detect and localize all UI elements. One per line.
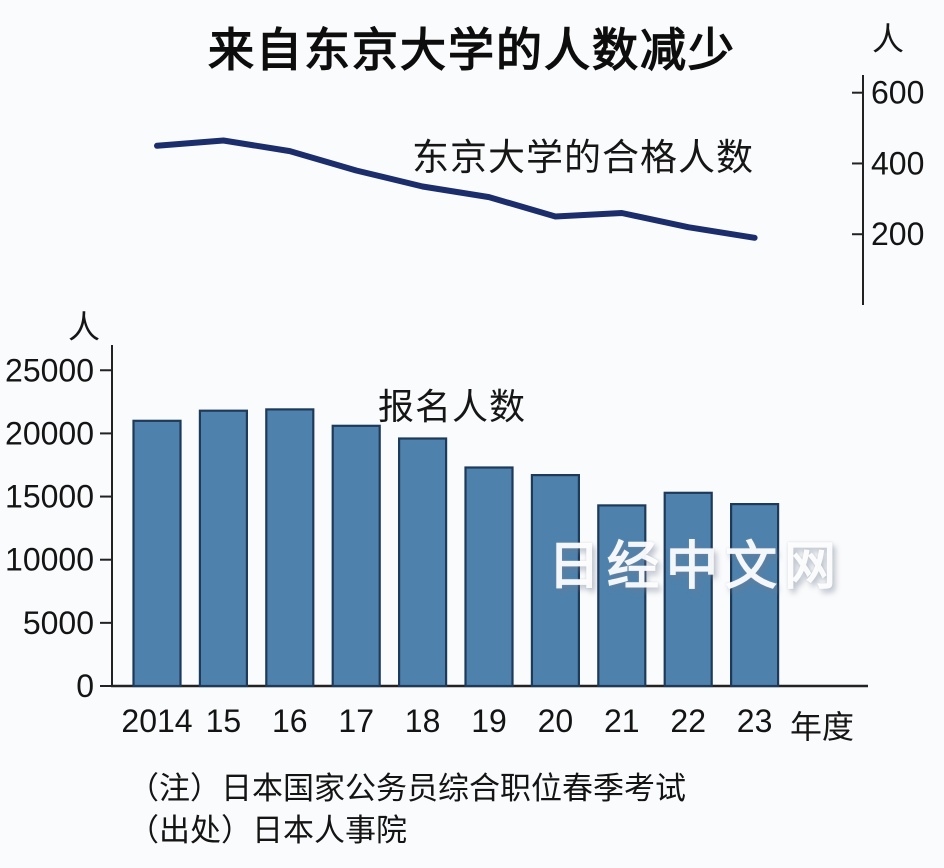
- line-series: [154, 137, 758, 241]
- left-axis-unit-label: 人: [68, 309, 101, 345]
- x-tick-label-2014: 2014: [121, 703, 192, 739]
- bar-23: [729, 503, 780, 688]
- x-tick-label-15: 15: [206, 703, 242, 739]
- bar-15: [198, 409, 248, 688]
- right-axis-tick-label-600: 600: [871, 75, 924, 111]
- footnote-note: （注）日本国家公务员综合职位春季考试: [128, 771, 686, 806]
- bar-2014: [132, 419, 182, 688]
- right-axis-unit-label: 人: [872, 21, 905, 57]
- left-axis-tick-label-15000: 15000: [5, 479, 94, 515]
- left-axis-tick-label-10000: 10000: [5, 542, 94, 578]
- bar-22: [663, 491, 713, 688]
- x-tick-label-22: 22: [670, 703, 706, 739]
- x-tick-label-17: 17: [338, 703, 374, 739]
- x-tick-label-16: 16: [272, 703, 308, 739]
- watermark: 日经中文网: [548, 538, 844, 596]
- x-tick-label-18: 18: [405, 703, 441, 739]
- x-axis-unit-label: 年度: [790, 709, 855, 745]
- bar-16: [265, 408, 315, 688]
- right-axis-tick-label-400: 400: [871, 145, 924, 181]
- bar-19: [464, 466, 514, 688]
- left-axis-tick-label-25000: 25000: [5, 352, 94, 388]
- page-title: 来自东京大学的人数减少: [208, 24, 736, 76]
- x-tick-label-23: 23: [737, 703, 773, 739]
- x-tick-label-19: 19: [471, 703, 507, 739]
- left-axis-tick-label-5000: 5000: [23, 605, 94, 641]
- line-series-label: 东京大学的合格人数: [412, 137, 754, 178]
- x-tick-label-20: 20: [538, 703, 574, 739]
- bar-18: [398, 437, 448, 688]
- footnotes: （注）日本国家公务员综合职位春季考试 （出处）日本人事院: [128, 768, 686, 852]
- footnote-source: （出处）日本人事院: [128, 813, 407, 849]
- right-axis-tick-label-200: 200: [871, 216, 924, 252]
- x-tick-label-21: 21: [604, 703, 640, 739]
- left-axis-tick-label-0: 0: [76, 668, 94, 704]
- bar-17: [331, 424, 381, 688]
- bar-21: [597, 504, 647, 688]
- bar-series-label: 报名人数: [378, 386, 527, 427]
- bar-20: [530, 474, 581, 688]
- left-axis-tick-label-20000: 20000: [5, 415, 94, 451]
